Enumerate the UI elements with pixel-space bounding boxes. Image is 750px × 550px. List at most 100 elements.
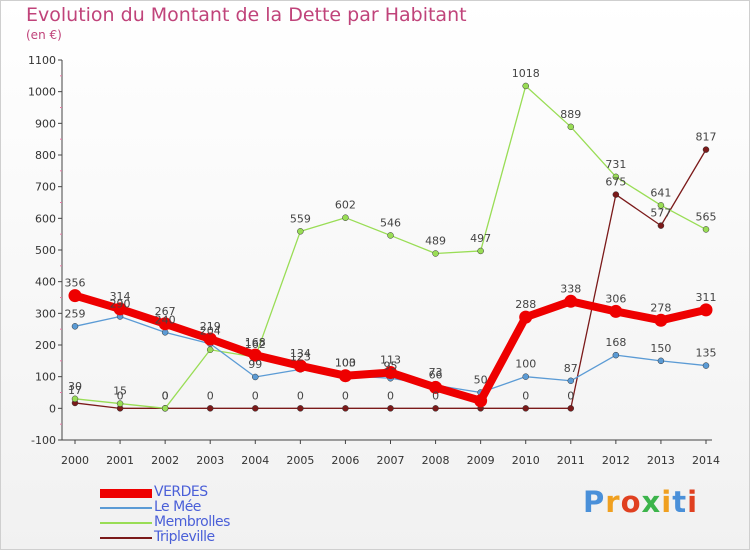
x-tick-label: 2007 (377, 454, 405, 467)
data-label-le-m-e: 50 (474, 374, 488, 387)
legend-swatch-membrolles (100, 522, 152, 524)
data-point-tripleville (657, 222, 665, 229)
x-tick-label: 2014 (692, 454, 720, 467)
data-point-verdes (384, 366, 397, 380)
data-point-le-m-e (657, 357, 665, 365)
y-tick-label: 200 (35, 339, 56, 352)
legend-label-le-mee: Le Mée (154, 499, 201, 515)
data-point-verdes (68, 289, 82, 303)
brand-letter: i (661, 485, 673, 519)
y-tick-label: -100 (31, 434, 56, 447)
data-label-verdes: 168 (245, 336, 266, 349)
data-label-le-m-e: 87 (564, 362, 578, 375)
data-label-tripleville: 675 (605, 176, 626, 189)
data-label-verdes: 66 (429, 368, 443, 381)
data-label-verdes: 306 (605, 292, 626, 305)
legend-item-le-mee: Le Mée (100, 499, 300, 516)
data-label-membrolles: 497 (470, 232, 491, 245)
data-label-membrolles: 15 (113, 385, 127, 398)
data-point-membrolles (432, 250, 439, 257)
x-tick-label: 2000 (61, 454, 89, 467)
data-label-tripleville: 0 (207, 389, 214, 402)
data-label-le-m-e: 99 (248, 358, 262, 371)
data-point-tripleville (387, 405, 394, 412)
data-point-tripleville (252, 405, 259, 412)
data-label-membrolles: 731 (605, 158, 626, 171)
brand-letter: P (583, 485, 606, 519)
y-tick-label: 1000 (28, 86, 56, 99)
y-tick-label: 100 (35, 371, 56, 384)
brand-letter: i (687, 485, 699, 519)
data-label-verdes: 100 (335, 357, 356, 370)
brand-letter: o (620, 485, 642, 519)
data-point-verdes (564, 294, 578, 308)
data-point-le-m-e (522, 373, 529, 380)
data-point-tripleville (297, 405, 304, 412)
data-label-tripleville: 0 (567, 389, 574, 402)
x-tick-label: 2008 (422, 454, 450, 467)
data-label-tripleville: 0 (117, 389, 124, 402)
y-tick-label: 300 (35, 307, 56, 320)
data-label-le-m-e: 259 (65, 307, 86, 320)
brand-letter: x (641, 485, 662, 519)
data-label-membrolles: 559 (290, 212, 311, 225)
data-point-membrolles (71, 395, 79, 403)
data-point-verdes (248, 348, 262, 362)
data-label-membrolles: 889 (560, 108, 581, 121)
data-label-le-m-e: 150 (650, 342, 671, 355)
data-point-membrolles (522, 82, 529, 90)
data-point-verdes (429, 380, 443, 394)
data-label-tripleville: 0 (342, 389, 349, 402)
data-point-membrolles (206, 346, 214, 353)
data-label-verdes: 356 (65, 277, 86, 290)
data-label-tripleville: 817 (696, 131, 717, 144)
x-tick-label: 2004 (241, 454, 269, 467)
legend-swatch-le-mee (100, 507, 152, 509)
data-label-le-m-e: 204 (200, 325, 221, 338)
data-point-le-m-e (71, 323, 79, 330)
x-tick-label: 2009 (467, 454, 495, 467)
data-label-tripleville: 0 (252, 389, 259, 402)
x-tick-label: 2003 (196, 454, 224, 467)
data-label-tripleville: 0 (162, 389, 169, 402)
data-label-verdes: 311 (696, 291, 717, 304)
data-label-le-m-e: 103 (335, 357, 356, 370)
x-tick-label: 2005 (286, 454, 314, 467)
data-label-le-m-e: 123 (290, 350, 311, 363)
legend-label-membrolles: Membrolles (154, 514, 230, 530)
data-label-membrolles: 602 (335, 199, 356, 212)
x-tick-label: 2010 (512, 454, 540, 467)
legend-label-verdes: VERDES (154, 484, 208, 500)
data-point-membrolles (567, 123, 575, 131)
data-label-membrolles: 641 (650, 186, 671, 199)
data-label-membrolles: 0 (162, 389, 169, 402)
data-point-le-m-e (702, 362, 710, 369)
data-label-verdes: 267 (155, 305, 176, 318)
data-point-membrolles (161, 405, 169, 412)
legend-item-tripleville: Tripleville (100, 529, 300, 546)
data-point-membrolles (657, 202, 665, 209)
data-point-tripleville (206, 405, 214, 412)
data-point-tripleville (702, 146, 710, 153)
data-point-verdes (338, 369, 352, 383)
data-point-le-m-e (567, 377, 575, 385)
data-label-membrolles: 30 (68, 380, 82, 393)
data-point-verdes (474, 394, 488, 408)
data-label-verdes: 338 (560, 282, 581, 295)
chart-title: Evolution du Montant de la Dette par Hab… (26, 4, 467, 26)
brand-logo: Proxiti (583, 485, 698, 519)
data-label-membrolles: 546 (380, 216, 401, 229)
data-label-le-m-e: 95 (384, 359, 398, 372)
brand-letter: r (605, 485, 621, 519)
data-point-membrolles (387, 232, 394, 239)
data-point-membrolles (612, 173, 620, 181)
data-point-verdes (699, 303, 713, 317)
y-tick-label: 600 (35, 212, 56, 225)
data-label-tripleville: 577 (650, 207, 671, 220)
y-tick-label: 1100 (28, 54, 56, 67)
data-label-membrolles: 489 (425, 234, 446, 247)
data-point-membrolles (477, 247, 484, 255)
data-label-membrolles: 565 (696, 210, 717, 223)
x-tick-label: 2011 (557, 454, 585, 467)
